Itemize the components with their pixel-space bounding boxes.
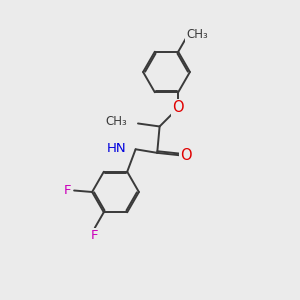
Text: O: O (181, 148, 192, 163)
Text: CH₃: CH₃ (106, 116, 128, 128)
Text: HN: HN (106, 142, 126, 154)
Text: O: O (172, 100, 184, 116)
Text: F: F (91, 229, 99, 242)
Text: CH₃: CH₃ (186, 28, 208, 41)
Text: F: F (64, 184, 71, 197)
